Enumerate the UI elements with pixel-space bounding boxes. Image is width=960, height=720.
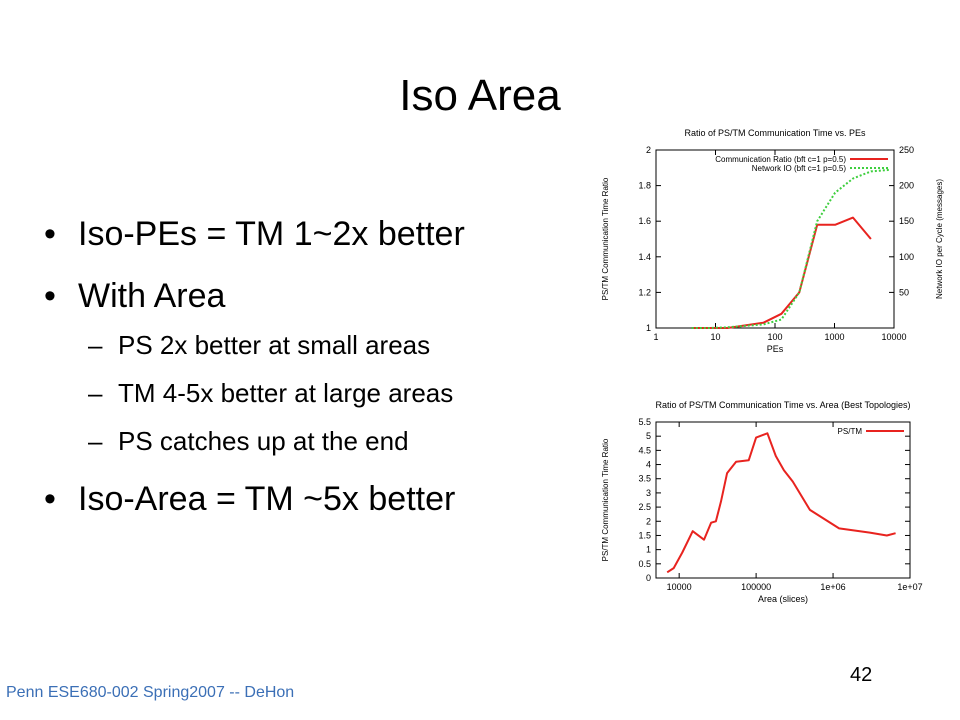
bullet-text: With Area <box>78 277 226 315</box>
sub-bullet-text: PS catches up at the end <box>118 426 409 456</box>
y-tick-label: 3 <box>646 488 651 498</box>
y-axis-label: PS/TM Communication Time Ratio <box>601 177 610 300</box>
bullet-item: • Iso-Area = TM ~5x better <box>44 479 584 519</box>
y2-axis-label: Network IO per Cycle (messages) <box>935 179 944 299</box>
y2-tick-label: 250 <box>899 145 914 155</box>
y-tick-label: 2 <box>646 516 651 526</box>
plot-frame <box>655 421 911 579</box>
bullet-item: • Iso-PEs = TM 1~2x better <box>44 214 584 254</box>
x-tick-label: 1000 <box>824 332 844 342</box>
y-tick-label: 0.5 <box>638 559 651 569</box>
legend-label: PS/TM <box>838 427 863 436</box>
bullet-list: • Iso-PEs = TM 1~2x better • With Area –… <box>44 214 584 541</box>
chart-title: Ratio of PS/TM Communication Time vs. PE… <box>684 128 866 138</box>
series-line <box>691 168 889 329</box>
sub-bullet-item: – TM 4-5x better at large areas <box>44 378 478 409</box>
plot-frame <box>655 149 895 329</box>
sub-bullet-text: TM 4-5x better at large areas <box>118 378 454 408</box>
legend-label: Network IO (bft c=1 p=0.5) <box>752 164 847 173</box>
chart-ratio-vs-pes: Ratio of PS/TM Communication Time vs. PE… <box>601 128 944 354</box>
footer-text: Penn ESE680-002 Spring2007 -- DeHon <box>6 684 295 701</box>
x-tick-label: 10000 <box>667 582 692 592</box>
y-tick-label: 2 <box>646 145 651 155</box>
y-tick-label: 3.5 <box>638 474 651 484</box>
y-tick-label: 1.6 <box>638 216 651 226</box>
x-tick-label: 100000 <box>741 582 771 592</box>
chart-ratio-vs-area: Ratio of PS/TM Communication Time vs. Ar… <box>601 400 923 604</box>
y-tick-label: 4.5 <box>638 445 651 455</box>
bullet-item: • With Area <box>44 276 584 316</box>
chart-title: Ratio of PS/TM Communication Time vs. Ar… <box>656 400 911 410</box>
bullet-text: Iso-Area = TM ~5x better <box>78 480 456 518</box>
page-number: 42 <box>850 664 873 686</box>
slide-title: Iso Area <box>399 71 561 120</box>
bullet-marker: • <box>44 480 56 518</box>
x-tick-label: 10000 <box>881 332 906 342</box>
sub-bullet-marker: – <box>88 426 103 456</box>
x-tick-label: 1e+06 <box>820 582 845 592</box>
y-tick-label: 4 <box>646 460 651 470</box>
y-tick-label: 1.2 <box>638 287 651 297</box>
y-tick-label: 1 <box>646 545 651 555</box>
y2-tick-label: 150 <box>899 216 914 226</box>
x-tick-label: 1 <box>653 332 658 342</box>
y-tick-label: 2.5 <box>638 502 651 512</box>
series-line <box>691 216 872 329</box>
x-tick-label: 10 <box>710 332 720 342</box>
sub-bullet-item: – PS catches up at the end <box>44 426 584 457</box>
y-tick-label: 5.5 <box>638 417 651 427</box>
x-tick-label: 100 <box>767 332 782 342</box>
x-axis-label: Area (slices) <box>758 594 808 604</box>
y-tick-label: 1 <box>646 323 651 333</box>
series-line <box>666 432 896 574</box>
y2-tick-label: 50 <box>899 287 909 297</box>
legend-label: Communication Ratio (bft c=1 p=0.5) <box>715 155 846 164</box>
bullet-text: Iso-PEs = TM 1~2x better <box>78 215 465 253</box>
bullet-marker: • <box>44 277 56 315</box>
x-tick-label: 1e+07 <box>897 582 922 592</box>
sub-bullet-item: – PS 2x better at small areas <box>44 330 584 361</box>
y-axis-label: PS/TM Communication Time Ratio <box>601 438 610 561</box>
x-axis-label: PEs <box>767 344 784 354</box>
y-tick-label: 1.8 <box>638 181 651 191</box>
y-tick-label: 1.4 <box>638 252 651 262</box>
y-tick-label: 1.5 <box>638 530 651 540</box>
y2-tick-label: 200 <box>899 181 914 191</box>
y-tick-label: 0 <box>646 573 651 583</box>
sub-bullet-marker: – <box>88 330 103 360</box>
bullet-marker: • <box>44 215 56 253</box>
y2-tick-label: 100 <box>899 252 914 262</box>
sub-bullet-marker: – <box>88 378 103 408</box>
y-tick-label: 5 <box>646 431 651 441</box>
sub-bullet-text: PS 2x better at small areas <box>118 330 431 360</box>
